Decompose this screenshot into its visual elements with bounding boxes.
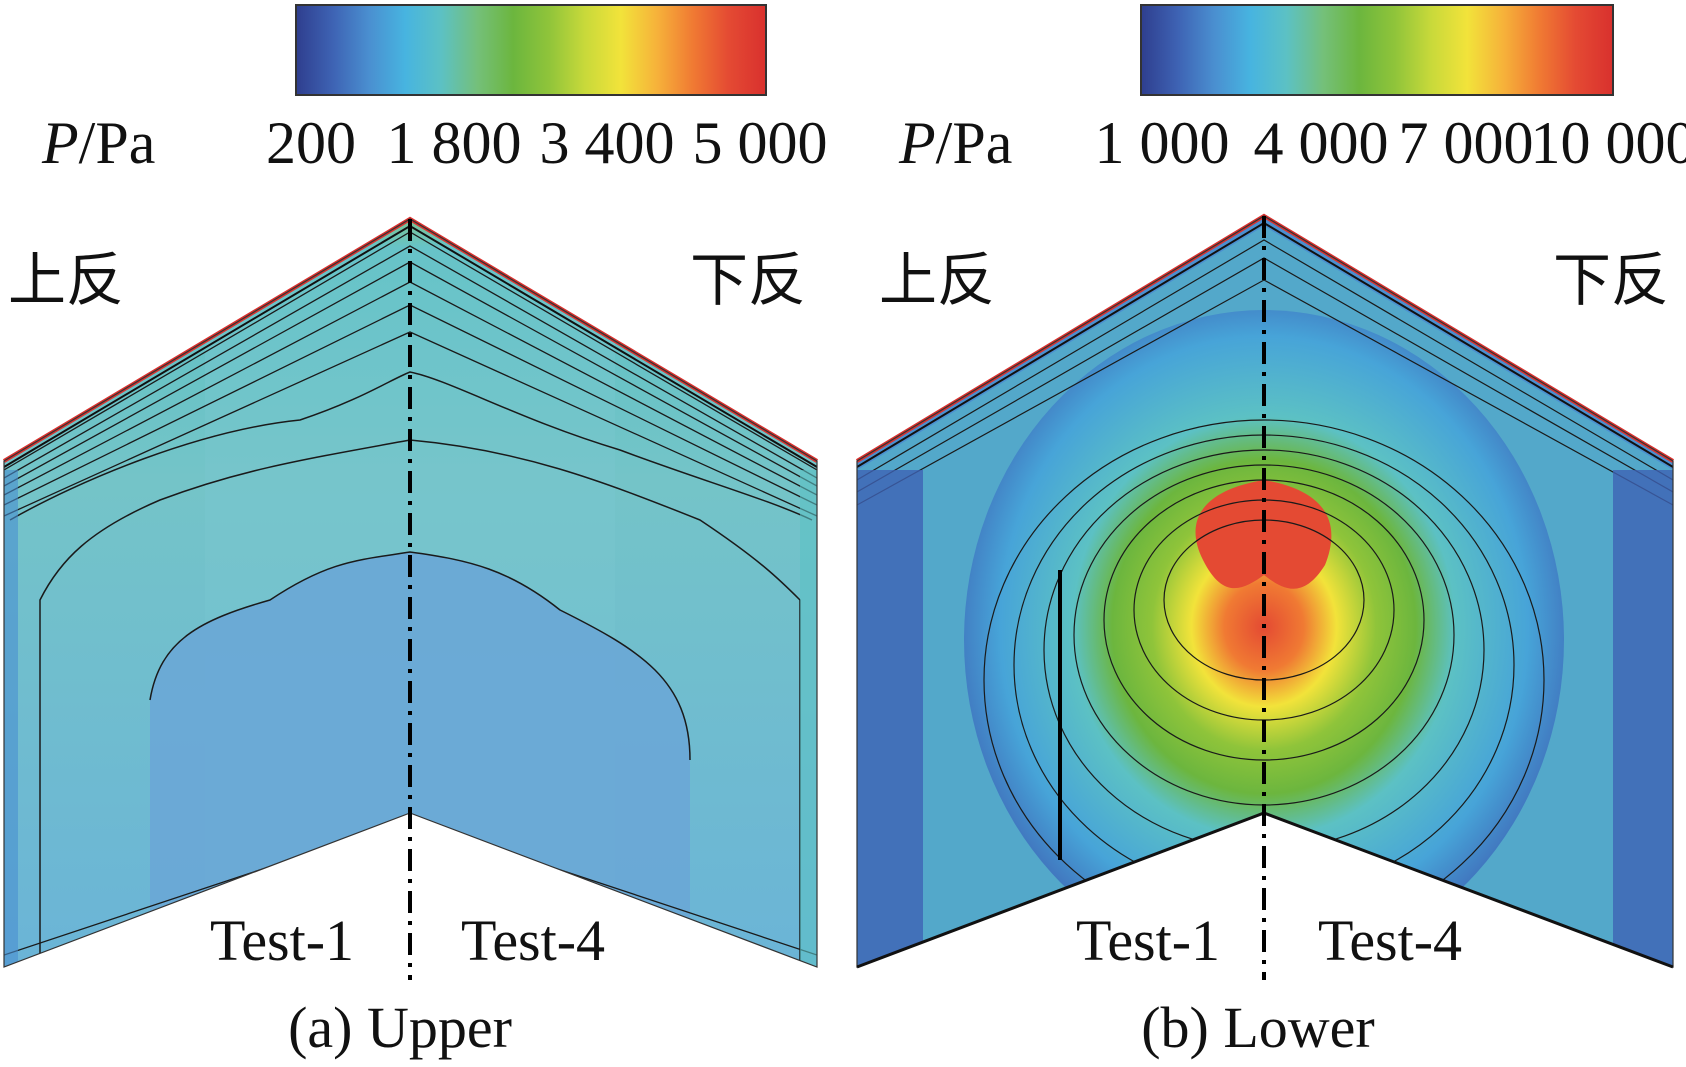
dihedral-label-right: 下反 [1553, 246, 1670, 314]
pressure-symbol: P [899, 110, 936, 176]
colorbar-label: P/Pa [899, 108, 1012, 178]
colorbar-tick: 3 400 [539, 110, 675, 176]
pressure-contour-plot [2, 216, 819, 980]
panel-lower: P/Pa 1 000 4 000 7 000 10 000 [843, 0, 1686, 1067]
dihedral-label-left: 上反 [8, 246, 125, 314]
colorbar [295, 4, 767, 96]
case-label-right: Test-4 [460, 908, 606, 973]
case-label-left: Test-1 [209, 908, 355, 973]
panel-caption: (a) Upper [288, 995, 512, 1060]
pressure-unit: /Pa [78, 110, 156, 176]
colorbar-label: P/Pa [42, 108, 155, 178]
pressure-unit: /Pa [935, 110, 1013, 176]
case-label-left: Test-1 [1075, 908, 1221, 973]
colorbar-tick: 4 000 [1253, 110, 1389, 176]
pressure-contour-plot [855, 213, 1675, 980]
colorbar-tick: 5 000 [692, 110, 828, 176]
colorbar-tick: 1 000 [1094, 110, 1230, 176]
panel-caption: (b) Lower [1141, 995, 1375, 1060]
colorbar-tick: 200 [266, 110, 356, 176]
colorbar-tick: 10 000 [1530, 110, 1686, 176]
dihedral-label-right: 下反 [690, 246, 807, 314]
colorbar [1140, 4, 1614, 96]
pressure-symbol: P [42, 110, 79, 176]
dihedral-label-left: 上反 [879, 246, 996, 314]
case-label-right: Test-4 [1317, 908, 1463, 973]
colorbar-tick: 7 000 [1398, 110, 1534, 176]
panel-upper: P/Pa 200 1 800 3 400 5 000 [2, 4, 828, 1060]
colorbar-tick: 1 800 [386, 110, 522, 176]
